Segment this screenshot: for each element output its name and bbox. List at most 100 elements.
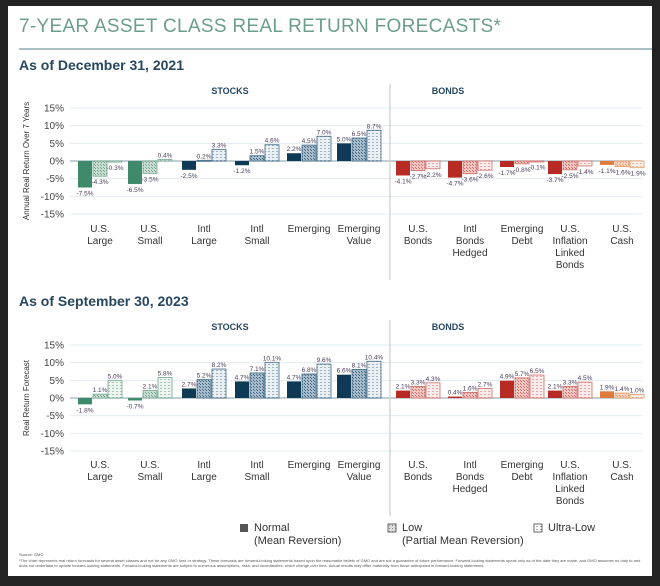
data-label: 3.3% xyxy=(563,379,578,386)
category-label-line: Value xyxy=(347,236,372,247)
bar-low xyxy=(410,160,426,171)
bar-low xyxy=(142,390,158,399)
chart-2023: Real Return Forecast 15% 10% 5% 0% -5% -10% -15… xyxy=(22,320,645,516)
y-tick-label: 15% xyxy=(44,104,64,115)
data-label: 0.4% xyxy=(158,153,173,160)
bar-normal xyxy=(396,390,410,398)
bar-ultra-low xyxy=(157,377,173,399)
bar-normal xyxy=(287,381,301,398)
bar-low xyxy=(196,159,212,162)
data-label: 8.7% xyxy=(367,123,382,130)
y-axis-label: Real Return Forecast xyxy=(22,359,31,436)
bar-low xyxy=(196,379,212,399)
charts-canvas: Annual Real Return Over 7 Years 15% 10% 5% 0… xyxy=(22,84,646,533)
data-label: 5.0% xyxy=(337,136,352,143)
y-tick-label: 0% xyxy=(50,157,65,168)
data-label: -1.2% xyxy=(234,168,251,175)
bar-normal xyxy=(500,161,514,168)
category-label: Intl Large xyxy=(191,460,217,483)
data-label: -3.5% xyxy=(142,176,159,183)
category-label: U.S. Large xyxy=(87,460,113,483)
category-label-line: U.S. xyxy=(408,460,427,471)
category-label-line: U.S. xyxy=(612,224,631,235)
bar-normal xyxy=(182,161,196,170)
bar-normal xyxy=(287,153,301,161)
category-label: Emerging Value xyxy=(338,460,381,483)
bar-normal xyxy=(182,388,196,398)
category-label-line: Hedged xyxy=(452,484,487,495)
bar-ultra-low xyxy=(477,160,493,171)
y-tick-label: -15% xyxy=(41,447,64,458)
data-label: 8.2% xyxy=(212,362,227,369)
bar-low xyxy=(92,393,108,399)
category-label: U.S. Bonds xyxy=(404,224,432,247)
data-label: 2.1% xyxy=(548,384,563,391)
category-label-line: Emerging xyxy=(501,224,544,235)
category-label-line: Bonds xyxy=(556,260,584,271)
data-label: -1.9% xyxy=(629,171,646,178)
category-label-line: Intl xyxy=(463,460,476,471)
category-label-line: Emerging xyxy=(338,460,381,471)
bar-normal xyxy=(448,396,462,398)
category-label: U.S. Cash xyxy=(610,460,633,483)
category-label: Emerging Debt xyxy=(501,224,544,247)
bar-ultra-low xyxy=(211,368,227,399)
category-label-line: Small xyxy=(244,472,269,483)
bar-low xyxy=(351,137,367,162)
data-label: 2.1% xyxy=(143,384,158,391)
bar-ultra-low xyxy=(264,361,280,399)
data-label: -2.5% xyxy=(181,173,198,180)
category-label-line: Value xyxy=(347,472,372,483)
bar-ultra-low xyxy=(529,374,545,399)
category-label-line: Inflation xyxy=(552,472,587,483)
bar-low xyxy=(514,377,530,399)
bar-low xyxy=(462,160,478,175)
category-label: Emerging xyxy=(288,460,331,471)
data-label: 5.7% xyxy=(515,371,530,378)
bar-low xyxy=(462,391,478,399)
title-divider xyxy=(19,48,652,50)
category-label-line: Bonds xyxy=(456,472,484,483)
category-label-line: U.S. xyxy=(140,460,159,471)
category-label-line: Intl xyxy=(197,224,210,235)
data-label: 1.4% xyxy=(615,386,630,393)
y-tick-label: 10% xyxy=(44,358,64,369)
bar-ultra-low xyxy=(107,160,123,163)
bar-low xyxy=(614,392,630,399)
bar-ultra-low xyxy=(316,135,332,162)
bar-normal xyxy=(78,161,92,188)
data-label: 1.5% xyxy=(250,149,265,156)
bar-low xyxy=(142,160,158,174)
group-header-stocks: STOCKS xyxy=(211,86,248,96)
group-header-bonds: BONDS xyxy=(432,322,465,332)
bar-ultra-low xyxy=(529,160,545,163)
bar-low xyxy=(514,160,530,165)
data-label: -2.5% xyxy=(562,173,579,180)
bar-low xyxy=(562,160,578,171)
category-label: Emerging Value xyxy=(338,224,381,247)
data-label: -2.7% xyxy=(410,174,427,181)
category-label-line: Debt xyxy=(511,472,532,483)
data-label: -1.1% xyxy=(599,168,616,175)
data-label: -1.7% xyxy=(499,170,516,177)
footnote-text: *The chart represents real return foreca… xyxy=(19,558,641,568)
data-label: 5.0% xyxy=(108,373,123,380)
data-label: 5.8% xyxy=(158,371,173,378)
data-label: 1.6% xyxy=(463,385,478,392)
category-label-line: Cash xyxy=(610,472,633,483)
bar-ultra-low xyxy=(211,148,227,162)
category-label-line: Emerging xyxy=(288,460,331,471)
data-label: 6.6% xyxy=(337,368,352,375)
data-label: 1.1% xyxy=(93,387,108,394)
bar-normal xyxy=(500,380,514,398)
bar-ultra-low xyxy=(577,160,593,167)
category-label-line: Large xyxy=(87,236,113,247)
bar-ultra-low xyxy=(366,360,382,399)
bar-low xyxy=(301,144,317,162)
data-label: 2.7% xyxy=(478,381,493,388)
data-label: 0.2% xyxy=(197,153,212,160)
footnote-source: Source: GMO xyxy=(19,552,44,557)
bar-normal xyxy=(337,143,351,161)
category-label-line: U.S. xyxy=(90,460,109,471)
data-label: 1.0% xyxy=(630,387,645,394)
